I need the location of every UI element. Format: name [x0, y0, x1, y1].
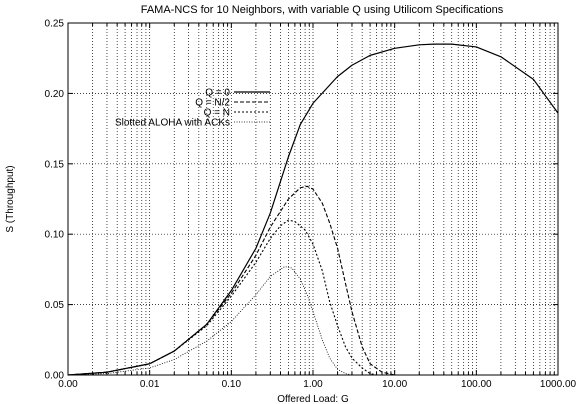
x-axis-label: Offered Load: G — [277, 394, 349, 404]
legend-label: Slotted ALOHA with ACKs — [115, 118, 230, 129]
x-tick-label: 0.01 — [140, 379, 160, 390]
x-tick-label: 1.00 — [303, 379, 323, 390]
series-line — [67, 185, 395, 376]
legend-label: Q = N/2 — [195, 98, 230, 109]
y-tick-label: 0.00 — [45, 371, 65, 382]
legend-label: Q = 0 — [205, 88, 230, 99]
y-tick-label: 0.15 — [45, 159, 65, 170]
chart-title: FAMA-NCS for 10 Neighbors, with variable… — [141, 4, 504, 16]
y-axis-label: S (Throughput) — [5, 165, 16, 232]
x-tick-label: 10.00 — [382, 379, 407, 390]
series-line — [67, 219, 377, 376]
legend-label: Q = N — [204, 108, 230, 119]
x-tick-label: 0.10 — [222, 379, 242, 390]
y-tick-label: 0.25 — [45, 19, 65, 30]
x-tick-label: 1000.00 — [540, 379, 577, 390]
grid — [68, 23, 558, 375]
series-line — [67, 266, 353, 376]
plot-frame — [67, 22, 559, 376]
axis-ticks: 0.00 0.01 0.10 1.00 10.00 100.00 1000.00 0.00 0.… — [45, 19, 577, 391]
series-line — [67, 43, 559, 376]
x-tick-label: 0.00 — [58, 379, 78, 390]
y-tick-label: 0.20 — [45, 89, 65, 100]
y-tick-label: 0.10 — [45, 230, 65, 241]
y-tick-label: 0.05 — [45, 300, 65, 311]
series-group — [67, 43, 559, 376]
x-tick-label: 100.00 — [461, 379, 492, 390]
